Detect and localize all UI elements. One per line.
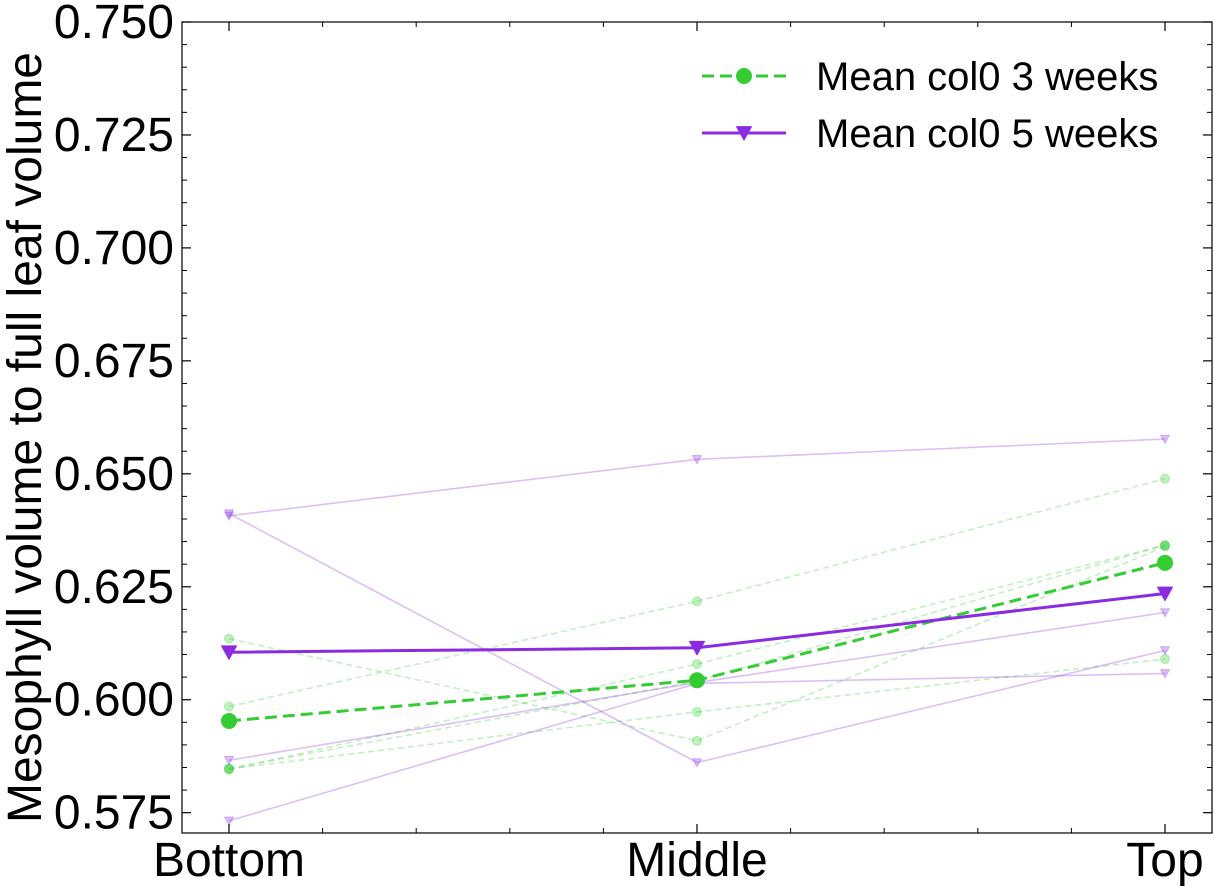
y-tick-label: 0.675: [54, 335, 174, 388]
data-point: [224, 509, 234, 519]
series-line: [228, 658, 1166, 770]
mean-series-week3-0: [221, 554, 1173, 729]
data-point: [692, 659, 702, 670]
mean-lines: [221, 554, 1173, 729]
data-point: [689, 640, 705, 656]
data-point: [689, 672, 705, 689]
data-point: [224, 511, 234, 521]
legend: Mean col0 3 weeks Mean col0 5 weeks: [702, 55, 1158, 156]
data-point: [221, 712, 237, 729]
series-line: [228, 672, 1166, 822]
series-line: [228, 544, 1166, 770]
series-line: [228, 544, 1166, 771]
series-line: [228, 512, 1166, 764]
data-point: [1157, 586, 1173, 602]
mean-series-week5-1: [221, 586, 1173, 660]
sample-lines: [224, 434, 1170, 826]
data-point: [692, 706, 702, 717]
data-point: [1160, 541, 1170, 552]
data-point: [1157, 554, 1173, 571]
legend-entry-week3: Mean col0 3 weeks: [702, 55, 1158, 99]
data-point: [224, 633, 234, 644]
sample-series-week5-7: [224, 434, 1170, 521]
data-point: [1160, 608, 1170, 618]
sample-series-week5-8: [224, 509, 1170, 768]
data-point: [1160, 540, 1170, 551]
data-point: [224, 755, 234, 766]
sample-series-week3-3: [224, 540, 1170, 775]
y-tick-label: 0.750: [54, 0, 174, 49]
data-point: [692, 758, 702, 768]
y-tick-labels: 0.575 0.600 0.625 0.650 0.675 0.700 0.725 0.750: [54, 0, 174, 840]
data-point: [1160, 669, 1170, 679]
sample-series-week5-10: [224, 669, 1170, 826]
legend-marker: [736, 126, 752, 141]
y-tick-label: 0.625: [54, 561, 174, 614]
data-point: [224, 816, 234, 826]
x-tick-label: Bottom: [153, 834, 305, 887]
y-tick-label: 0.725: [54, 109, 174, 162]
sample-series-week3-4: [224, 541, 1170, 746]
x-tick-label: Top: [1126, 834, 1203, 887]
series-line: [228, 478, 1166, 708]
y-tick-label: 0.650: [54, 448, 174, 501]
data-point: [224, 763, 234, 774]
data-point: [1160, 654, 1170, 665]
data-point: [224, 763, 234, 774]
data-point: [692, 735, 702, 746]
data-point: [692, 596, 702, 607]
y-tick-label: 0.700: [54, 222, 174, 275]
data-point: [692, 455, 702, 465]
legend-label: Mean col0 3 weeks: [816, 55, 1158, 99]
data-point: [1160, 434, 1170, 444]
y-axis-label: Mesophyll volume to full leaf volume: [0, 52, 52, 823]
data-point: [1160, 646, 1170, 656]
data-point: [1160, 540, 1170, 551]
data-point: [221, 645, 237, 660]
data-point: [224, 701, 234, 712]
x-tick-labels: Bottom Middle Top: [153, 834, 1204, 887]
y-tick-label: 0.575: [54, 787, 174, 840]
legend-label: Mean col0 5 weeks: [816, 112, 1158, 156]
axis-ticks: [182, 21, 1212, 833]
legend-marker: [736, 68, 752, 84]
series-line: [228, 438, 1166, 517]
data-point: [1160, 473, 1170, 484]
y-tick-label: 0.600: [54, 674, 174, 727]
sample-series-week3-2: [224, 473, 1170, 712]
x-tick-label: Middle: [626, 834, 767, 887]
sample-series-week3-5: [224, 654, 1170, 774]
data-point: [224, 764, 234, 775]
legend-entry-week5: Mean col0 5 weeks: [702, 112, 1158, 156]
